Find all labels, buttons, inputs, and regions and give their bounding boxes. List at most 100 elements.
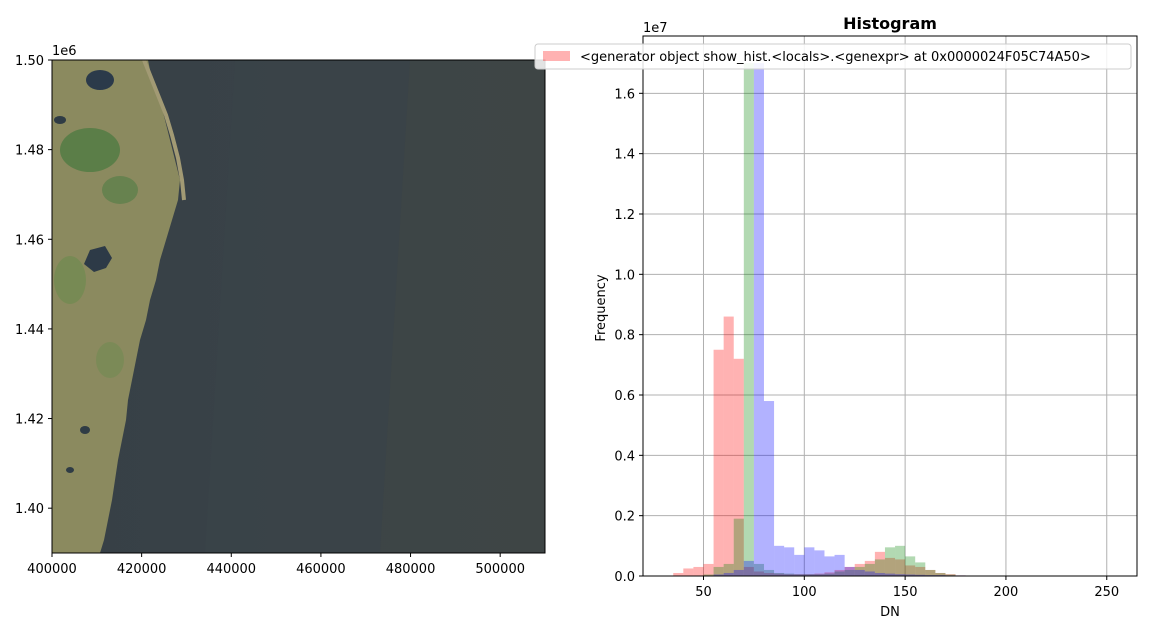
image-y-tick-label: 1.48 — [15, 144, 44, 159]
histogram-series — [703, 63, 956, 576]
histogram-y-tick-label: 0.6 — [614, 389, 635, 404]
image-tick-group: 400000 420000 440000 460000 480000 500000 1.40… — [15, 54, 525, 577]
histogram-bar — [925, 569, 936, 576]
histogram-bar — [824, 573, 835, 576]
image-y-tick-label: 1.44 — [15, 323, 44, 338]
histogram-y-tick-label: 0.4 — [614, 449, 635, 464]
image-y-tick-label: 1.50 — [15, 54, 44, 69]
histogram-bar — [834, 569, 845, 576]
histogram-bar — [804, 574, 815, 576]
histogram-legend: <generator object show_hist.<locals>.<ge… — [534, 43, 1132, 70]
histogram-bar — [854, 563, 865, 576]
histogram-bar — [915, 562, 926, 576]
histogram-bar — [945, 574, 956, 576]
histogram-bar — [824, 556, 835, 576]
histogram-bar — [804, 547, 815, 576]
histogram-bar — [703, 574, 714, 576]
histogram-bar — [874, 572, 885, 576]
histogram-y-tick-label: 0.8 — [614, 329, 635, 344]
histogram-y-offset-label: 1e7 — [643, 21, 668, 36]
histogram-x-tick-label: 50 — [695, 585, 712, 600]
vegetation-patch — [54, 256, 86, 304]
lake — [66, 467, 74, 473]
histogram-x-axis-label: DN — [880, 605, 900, 620]
swath-band — [205, 60, 410, 553]
histogram-bar — [814, 550, 825, 576]
image-x-tick-label: 460000 — [296, 562, 346, 577]
histogram-bar — [925, 569, 936, 576]
histogram-x-tick-label: 200 — [994, 585, 1019, 600]
histogram-x-tick-label: 250 — [1094, 585, 1119, 600]
histogram-bar — [844, 569, 855, 576]
vegetation-patch — [102, 176, 138, 204]
histogram-bar — [895, 559, 906, 576]
histogram-series — [673, 316, 966, 576]
histogram-bars — [673, 63, 1117, 576]
swath-band — [380, 60, 545, 553]
histogram-bar — [844, 566, 855, 576]
histogram-bar — [814, 574, 825, 576]
lake — [86, 70, 114, 90]
histogram-x-tick-label: 100 — [792, 585, 817, 600]
histogram-tick-group: 50 100 150 200 250 0.0 0.2 0.4 0.6 0.8 1.0 1.2 1.4 1.… — [614, 87, 1119, 600]
histogram-y-tick-label: 0.2 — [614, 510, 635, 525]
histogram-bar — [844, 566, 855, 576]
vegetation-patch — [96, 342, 124, 378]
histogram-bar — [794, 554, 805, 576]
histogram-bar — [774, 545, 785, 576]
histogram-bar — [733, 518, 744, 576]
histogram-x-tick-label: 150 — [893, 585, 918, 600]
histogram-bar — [915, 574, 926, 576]
histogram-bar — [864, 571, 875, 576]
histogram-bar — [743, 566, 754, 576]
histogram-bar — [703, 563, 714, 576]
histogram-bar — [723, 563, 734, 576]
histogram-bar — [743, 63, 754, 576]
histogram-bar — [915, 566, 926, 576]
lake — [80, 426, 90, 434]
histogram-bar — [895, 545, 906, 576]
histogram-axes-frame — [642, 35, 1138, 577]
legend-box — [534, 43, 1132, 70]
histogram-title: Histogram — [843, 14, 937, 33]
histogram-bar — [723, 316, 734, 576]
histogram-y-tick-label: 1.4 — [614, 148, 635, 163]
histogram-bar — [794, 574, 805, 576]
image-x-tick-label: 500000 — [475, 562, 525, 577]
histogram-axes: 50 100 150 200 250 0.0 0.2 0.4 0.6 0.8 1.0 1.2 1.4 1.… — [534, 14, 1138, 620]
histogram-bar — [874, 551, 885, 576]
legend-swatch — [543, 51, 570, 61]
histogram-bar — [874, 559, 885, 576]
histogram-bar — [864, 563, 875, 576]
image-x-tick-label: 400000 — [27, 562, 77, 577]
histogram-bar — [673, 572, 684, 576]
histogram-bar — [895, 574, 906, 576]
histogram-bar — [854, 566, 865, 576]
lake — [84, 246, 112, 272]
histogram-bar — [794, 574, 805, 576]
histogram-bar — [713, 349, 724, 576]
histogram-bar — [733, 358, 744, 576]
histogram-bar — [884, 557, 896, 576]
histogram-bar — [763, 569, 775, 576]
histogram-bar — [804, 574, 815, 576]
lake — [54, 116, 66, 124]
histogram-series — [713, 63, 1117, 576]
histogram-bar — [784, 573, 795, 576]
image-y-tick-label: 1.42 — [15, 413, 44, 428]
histogram-bar — [935, 572, 946, 576]
histogram-bar — [834, 571, 845, 576]
histogram-y-tick-label: 1.2 — [614, 208, 635, 223]
histogram-bar — [905, 574, 916, 576]
histogram-bar — [774, 573, 785, 576]
histogram-y-tick-label: 1.6 — [614, 87, 635, 102]
image-x-tick-label: 440000 — [206, 562, 256, 577]
histogram-bar — [864, 560, 875, 576]
histogram-y-tick-label: 1.0 — [614, 268, 635, 283]
histogram-bar — [935, 572, 946, 576]
vegetation-patch — [60, 128, 120, 172]
histogram-y-tick-label: 0.0 — [614, 570, 635, 585]
histogram-bar — [763, 572, 775, 576]
histogram-bar — [905, 565, 916, 576]
